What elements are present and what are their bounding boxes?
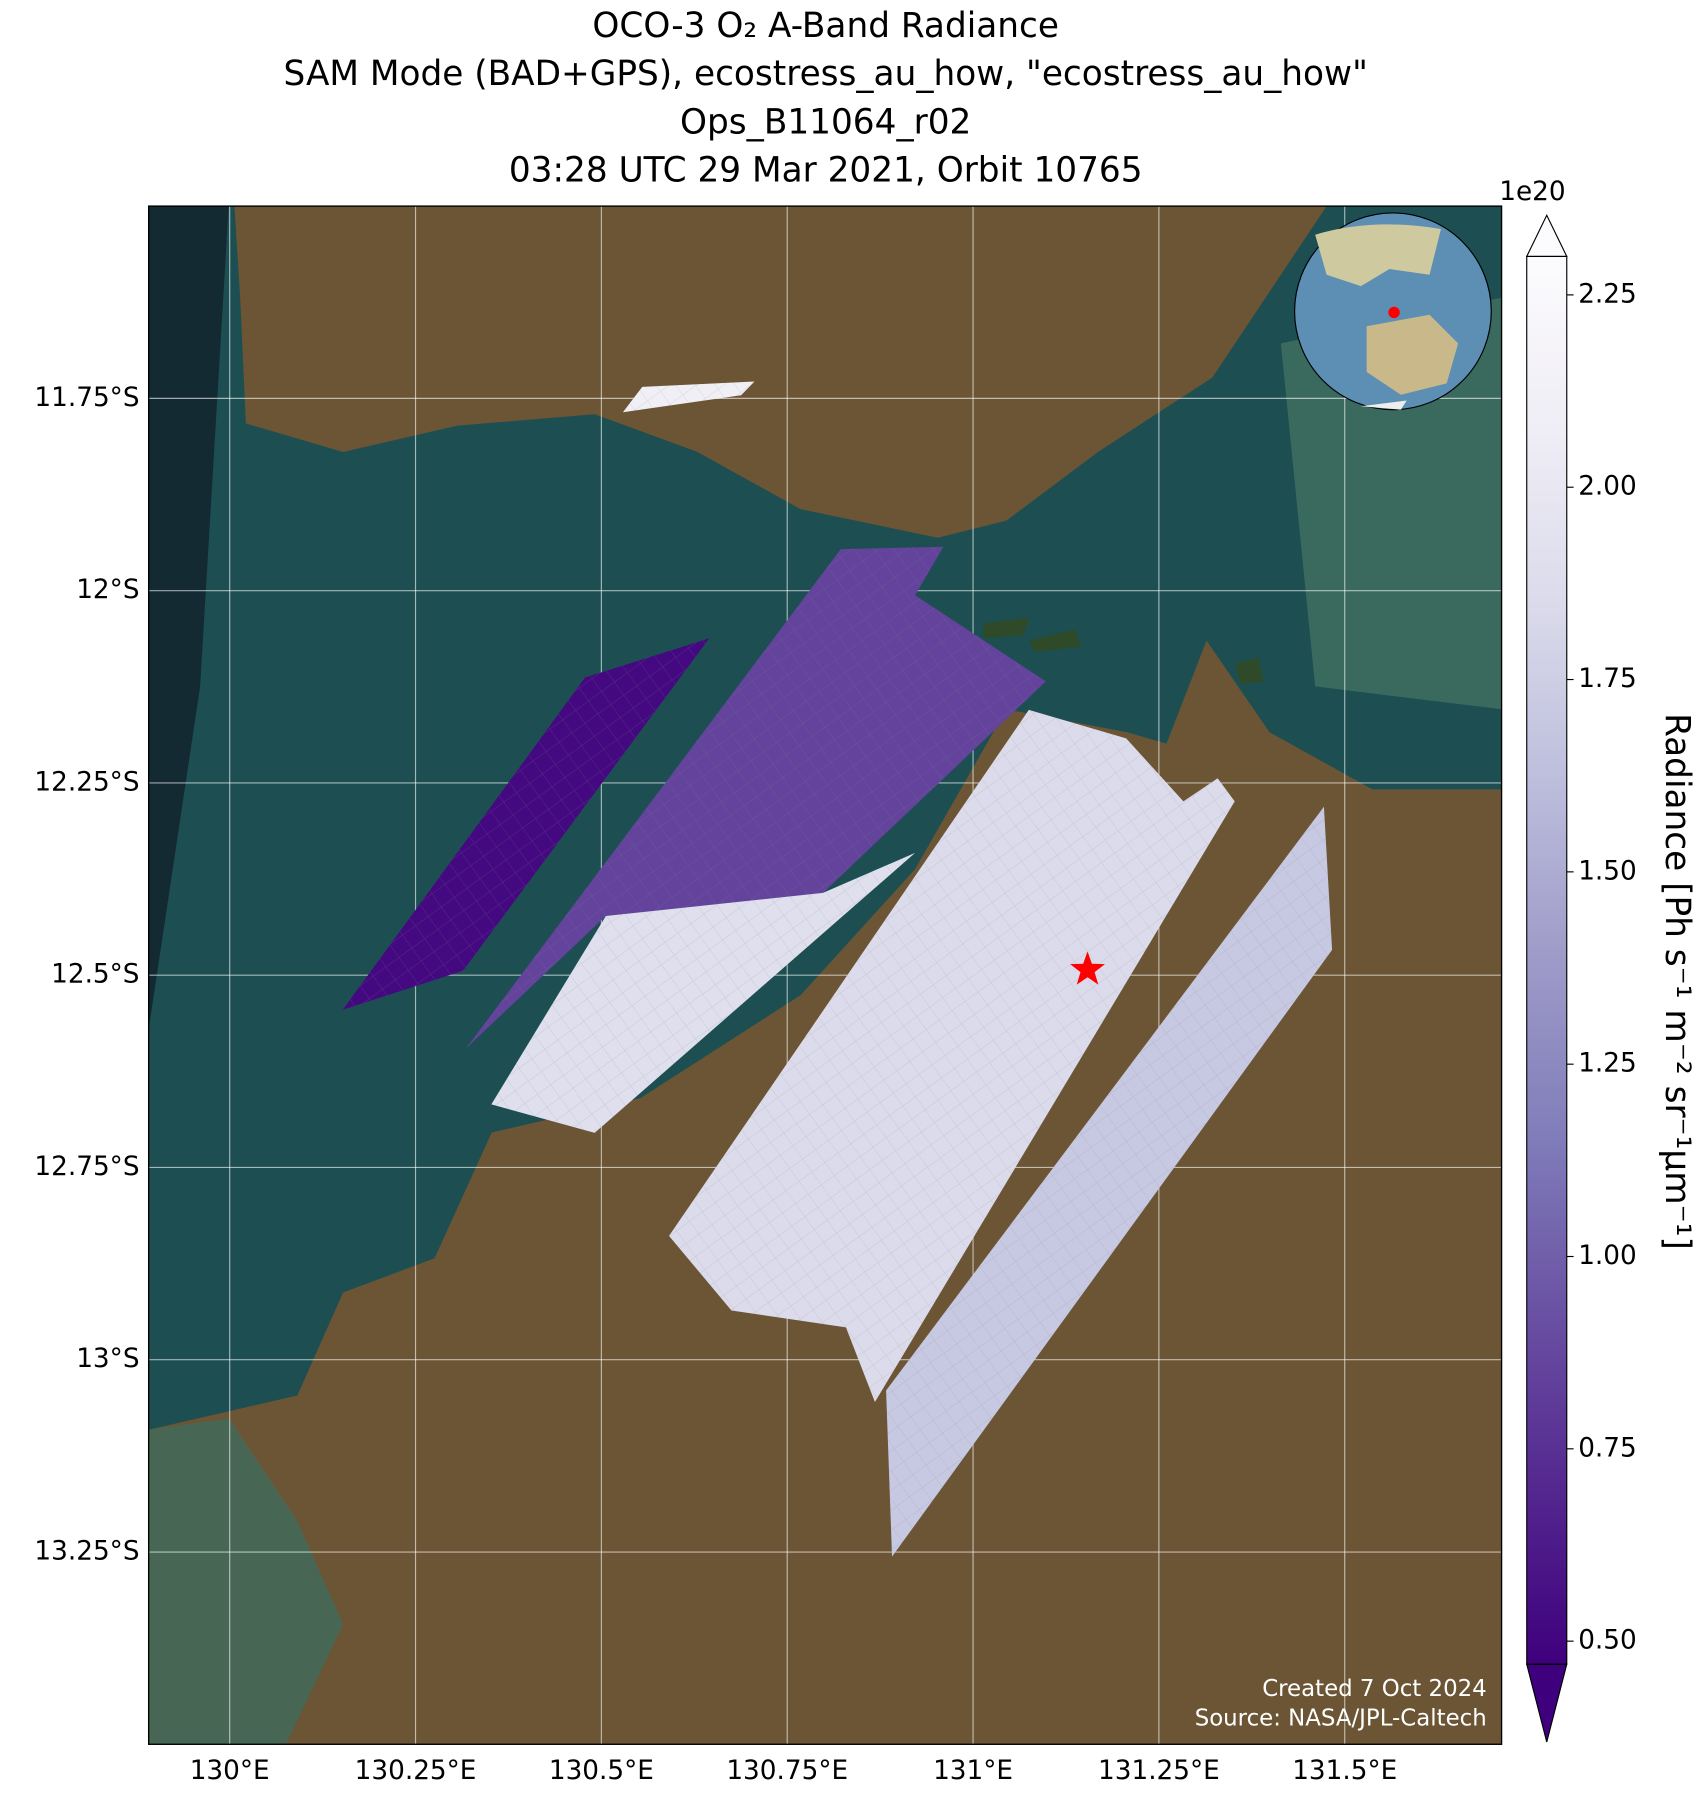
x-tick-label: 131.25°E <box>1098 1756 1220 1786</box>
target-star <box>1070 951 1105 985</box>
colorbar-tick-label: 1.50 <box>1578 856 1637 886</box>
colorbar-tick-label: 1.00 <box>1578 1241 1637 1271</box>
deep-sea <box>148 206 229 1030</box>
colorbar-frame <box>1526 255 1568 1665</box>
colorbar: 0.50 0.75 1.00 1.25 1.50 1.75 2.00 2.25 1e20 Radi… <box>1499 177 1697 1743</box>
y-tick-label: 12.75°S <box>34 1152 139 1182</box>
swath-cells <box>491 852 916 1133</box>
chart-title: SAM Mode (BAD+GPS), ecostress_au_how, "e… <box>284 54 1368 94</box>
x-tick-label: 130°E <box>190 1756 270 1786</box>
x-tick-label: 130.25°E <box>355 1756 477 1786</box>
island <box>983 617 1264 685</box>
colorbar-extend-high <box>1525 213 1568 257</box>
globe-land <box>1315 224 1441 287</box>
globe-land <box>1360 400 1407 410</box>
y-tick-label: 12.25°S <box>34 767 139 797</box>
colorbar-extend-low <box>1526 1663 1568 1743</box>
chart-title: Ops_B11064_r02 <box>680 102 971 142</box>
x-tick-label: 131.5°E <box>1292 1756 1397 1786</box>
chart-title: 03:28 UTC 29 Mar 2021, Orbit 10765 <box>509 150 1143 190</box>
credit: Created 7 Oct 2024 <box>1262 1676 1487 1702</box>
globe-land <box>1366 314 1459 395</box>
colorbar-tick-label: 0.50 <box>1578 1626 1637 1656</box>
credit: Source: NASA/JPL-Caltech <box>1195 1706 1487 1732</box>
colorbar-tick-label: 1.75 <box>1578 664 1637 694</box>
y-tick-label: 13.25°S <box>34 1537 139 1567</box>
annotations: OCO-3 O₂ A-Band Radiance SAM Mode (BAD+GP… <box>34 6 1486 1786</box>
inset-target <box>1388 306 1400 319</box>
swath-cells <box>622 381 755 413</box>
x-tick-label: 130.5°E <box>549 1756 654 1786</box>
shallow-water <box>1280 297 1502 710</box>
y-tick-label: 11.75°S <box>34 383 139 413</box>
colorbar-scale-label: 1e20 <box>1499 177 1565 207</box>
y-tick-label: 12.5°S <box>51 960 139 990</box>
colorbar-tick-label: 2.00 <box>1578 472 1637 502</box>
map-frame <box>147 205 1503 1745</box>
y-tick-label: 13°S <box>76 1344 139 1374</box>
swaths <box>342 381 1333 1557</box>
colorbar-body <box>1526 256 1567 1665</box>
x-tick-label: 130.75°E <box>726 1756 848 1786</box>
chart-title: OCO-3 O₂ A-Band Radiance <box>592 6 1059 46</box>
swath-cells <box>886 806 1333 1557</box>
y-tick-label: 12°S <box>76 575 139 605</box>
x-tick-label: 131°E <box>933 1756 1013 1786</box>
colorbar-tick-label: 2.25 <box>1578 279 1637 309</box>
swath-cells <box>669 709 1235 1403</box>
swath-cells <box>466 546 1046 1049</box>
colorbar-tick-label: 1.25 <box>1578 1049 1637 1079</box>
swath-cells <box>342 638 710 1010</box>
colorbar-label: Radiance [Ph s⁻¹ m⁻² sr⁻¹μm⁻¹] <box>1657 713 1697 1250</box>
shallow-water <box>148 1418 344 1745</box>
colorbar-tick-label: 0.75 <box>1578 1433 1637 1463</box>
